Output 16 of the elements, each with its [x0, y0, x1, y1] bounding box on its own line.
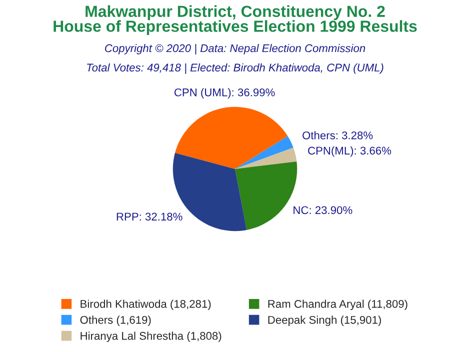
- data-label: RPP: 32.18%: [116, 212, 182, 221]
- legend-label: Hiranya Lal Shrestha (1,808): [80, 332, 222, 342]
- pie-slice: [235, 136, 294, 169]
- data-label: Others: 3.28%: [302, 131, 373, 140]
- legend-label: Others (1,619): [80, 316, 151, 326]
- chart-subtitle: Total Votes: 49,418 | Elected: Birodh Khatiwoda, CPN (UML): [87, 63, 384, 74]
- chart-title: Makwanpur District, Constituency No. 2 House of Representatives Election 1999 Results: [54, 5, 417, 36]
- legend-label: Ram Chandra Aryal (11,809): [268, 300, 408, 310]
- legend-label: Deepak Singh (15,901): [268, 316, 381, 326]
- data-label: CPN(ML): 3.66%: [308, 146, 392, 157]
- data-label: NC: 23.90%: [294, 206, 352, 214]
- text: Copyright © 2020 | Data: Nepal Election Commission: [105, 44, 366, 55]
- data-label: CPN (UML): 36.99%: [174, 88, 275, 98]
- pie-slice: [175, 106, 288, 169]
- legend-label: Birodh Khatiwoda (18,281): [80, 300, 211, 310]
- pie-slice: [235, 148, 297, 169]
